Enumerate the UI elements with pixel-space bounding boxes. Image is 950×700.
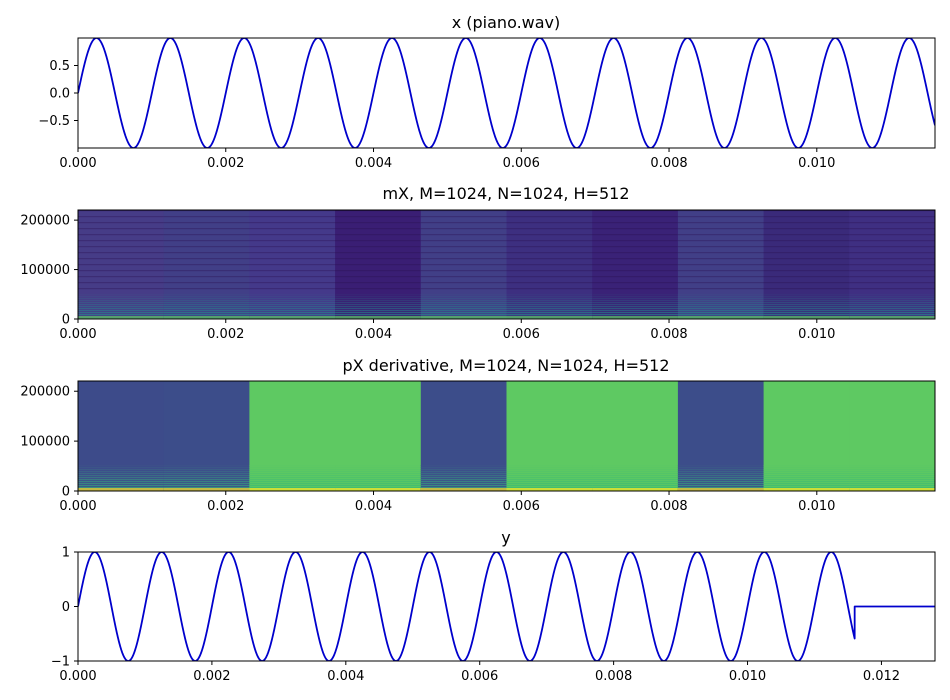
x-tick-label: 0.006: [461, 669, 498, 684]
x-tick-label: 0.008: [650, 499, 687, 514]
y-tick-label: 0: [62, 485, 70, 500]
x-tick-label: 0.008: [650, 156, 687, 171]
y-tick-label: −0.5: [38, 114, 70, 129]
y-tick-label: 0: [62, 600, 70, 615]
panel-waveform-x: x (piano.wav) 0.000 0.002 0.004 0.006 0.008 0…: [38, 13, 936, 171]
x-tick-label: 0.004: [355, 499, 392, 514]
x-tick-label: 0.006: [503, 156, 540, 171]
x-tick-label: 0.008: [650, 327, 687, 342]
plot-content: [78, 381, 935, 491]
x-tick-label: 0.010: [798, 499, 835, 514]
x-tick-label: 0.006: [503, 499, 540, 514]
plot-area: [78, 210, 935, 319]
spectrogram-frame: [163, 381, 250, 491]
axes-frame: [77, 380, 936, 492]
spectrogram-frame: [849, 381, 935, 491]
spectrogram-frame: [420, 381, 508, 491]
x-tick-label: 0.002: [207, 327, 244, 342]
spectrogram-frame: [592, 381, 679, 491]
x-tick-label: 0.000: [59, 499, 96, 514]
spectrogram-frame: [335, 381, 422, 491]
x-tick-label: 0.006: [503, 327, 540, 342]
plot-area: [78, 381, 935, 491]
y-tick-label: 100000: [20, 435, 70, 450]
x-tick-label: 0.010: [798, 156, 835, 171]
spectrogram-frame: [506, 381, 593, 491]
plot-area: [78, 552, 935, 661]
plot-content: [78, 552, 935, 661]
y-tick-label: 0: [62, 313, 70, 328]
x-tick-label: 0.000: [59, 669, 96, 684]
axes-frame: [77, 209, 936, 320]
axes: 0.000 0.002 0.004 0.006 0.008 0.010 0 100000 200…: [20, 209, 936, 342]
plot-area: [78, 38, 935, 148]
x-tick-label: 0.004: [327, 669, 364, 684]
plot-content: [78, 38, 935, 148]
x-tick-label: 0.004: [355, 156, 392, 171]
panel-waveform-y: y 0.000 0.002 0.004 0.006 0.008 0.010 0.012 1 0 −…: [51, 528, 936, 684]
x-tick-label: 0.000: [59, 327, 96, 342]
spectrogram-frame: [677, 381, 765, 491]
x-tick-label: 0.002: [207, 156, 244, 171]
plot-content: [78, 210, 935, 319]
spectrogram-frame: [78, 381, 165, 491]
panel-title: x (piano.wav): [452, 13, 561, 32]
y-tick-label: 200000: [20, 385, 70, 400]
y-tick-label: 0.5: [49, 59, 70, 74]
y-tick-label: 0.0: [49, 87, 70, 102]
panel-spectrogram-mx: mX, M=1024, N=1024, H=512 0.000 0.002 0.00…: [20, 184, 936, 342]
x-tick-label: 0.012: [863, 669, 900, 684]
y-tick-label: 100000: [20, 263, 70, 278]
x-tick-label: 0.010: [798, 327, 835, 342]
y-tick-label: 1: [62, 546, 70, 561]
spectrogram-frame: [763, 381, 850, 491]
x-tick-label: 0.008: [595, 669, 632, 684]
axes: 0.000 0.002 0.004 0.006 0.008 0.010 0.012 1 0 −1: [51, 546, 936, 684]
y-tick-label: −1: [51, 655, 70, 670]
series-line: [78, 38, 935, 148]
x-tick-label: 0.002: [207, 499, 244, 514]
x-tick-label: 0.000: [59, 156, 96, 171]
series-line: [78, 552, 935, 661]
x-tick-label: 0.002: [193, 669, 230, 684]
panel-spectrogram-px-derivative: pX derivative, M=1024, N=1024, H=512 0.0…: [20, 356, 936, 514]
panel-title: pX derivative, M=1024, N=1024, H=512: [342, 356, 669, 375]
spectrogram-frame: [249, 381, 336, 491]
y-tick-label: 200000: [20, 214, 70, 229]
panel-title: y: [501, 528, 510, 547]
axes: 0.000 0.002 0.004 0.006 0.008 0.010 0.5 0.0 −0.5: [38, 37, 936, 171]
x-tick-label: 0.004: [355, 327, 392, 342]
axes: 0.000 0.002 0.004 0.006 0.008 0.010 0 100000 200…: [20, 380, 936, 514]
panel-title: mX, M=1024, N=1024, H=512: [382, 184, 629, 203]
x-tick-label: 0.010: [729, 669, 766, 684]
